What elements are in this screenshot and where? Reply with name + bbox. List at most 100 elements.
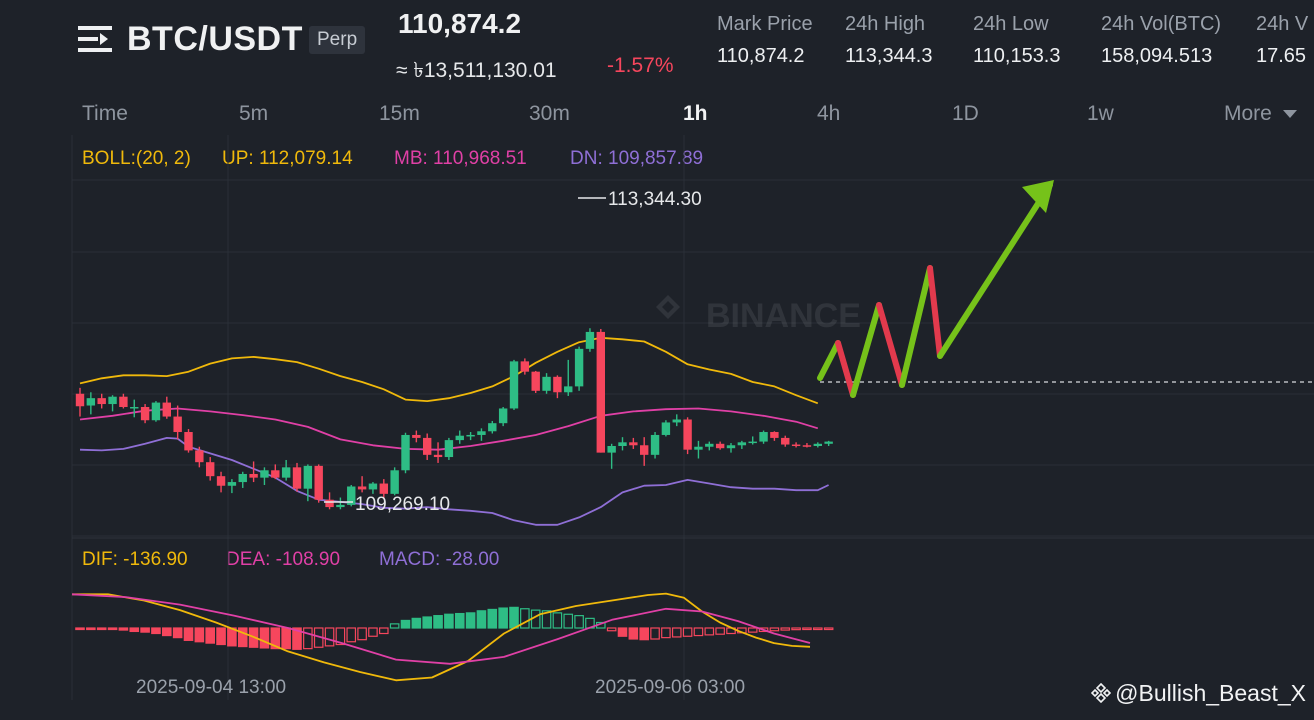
candle-body — [564, 386, 573, 393]
macd-histogram-bar — [118, 627, 129, 631]
macd-histogram-bar — [129, 627, 140, 633]
x-axis-label: 2025-09-06 03:00 — [595, 677, 745, 698]
boll-middle-line — [79, 407, 819, 451]
macd-histogram-bar — [368, 627, 378, 637]
macd-histogram-bar — [769, 627, 780, 632]
macd-histogram-bar — [628, 627, 639, 640]
candle-body — [303, 465, 313, 489]
candle-body — [542, 376, 551, 391]
pair-symbol[interactable]: BTC/USDT — [127, 20, 303, 58]
binance-logo-icon — [1091, 683, 1112, 703]
tab-1h[interactable]: 1h — [683, 102, 708, 125]
macd-histogram-bar — [172, 627, 183, 639]
candle-body — [444, 440, 454, 458]
candle-body — [726, 445, 736, 449]
menu-icon[interactable] — [78, 24, 112, 54]
tab-1d[interactable]: 1D — [952, 102, 979, 125]
vol-usdt-24h-value: 17.65 — [1256, 45, 1307, 67]
tab-time[interactable]: Time — [82, 102, 128, 125]
macd-histogram-bar — [541, 610, 552, 629]
candle-body — [162, 402, 171, 417]
macd-histogram-bar — [823, 627, 834, 631]
macd-histogram-bar — [661, 627, 671, 639]
tab-4h[interactable]: 4h — [817, 102, 841, 125]
macd-histogram-bar — [151, 627, 161, 635]
contract-type-badge: Perp — [309, 26, 366, 54]
candle-body — [108, 396, 117, 405]
candle-body — [130, 406, 139, 409]
high-24h-label: 24h High — [845, 13, 926, 35]
candle-body — [216, 476, 226, 486]
macd-histogram-bar — [335, 627, 346, 646]
macd-histogram-bar — [476, 610, 487, 629]
candle-body — [325, 499, 334, 508]
candle-body — [607, 446, 616, 453]
macd-histogram-bar — [812, 627, 823, 631]
candle-body — [488, 423, 497, 432]
price-change-percent: -1.57% — [607, 54, 674, 77]
candle-body — [227, 482, 237, 486]
macd-dea-line — [71, 593, 811, 665]
candle-body — [650, 434, 660, 455]
candle-body — [618, 442, 627, 446]
tab-more[interactable]: More — [1224, 102, 1272, 125]
candle-body — [390, 470, 399, 494]
macd-histogram-bar — [498, 607, 508, 629]
macd-histogram-bar — [194, 627, 205, 643]
candle-body — [770, 432, 779, 438]
macd-histogram-bar — [682, 627, 693, 637]
candle-body — [585, 331, 595, 349]
projection-segment — [876, 302, 905, 388]
candle-body — [423, 437, 432, 455]
macd-histogram-bar — [96, 627, 107, 631]
candle-body — [498, 408, 508, 424]
candle-body — [791, 444, 801, 447]
fiat-price: ≈ ৳13,511,130.01 — [396, 59, 557, 82]
candle-body — [195, 450, 204, 463]
candle-body — [737, 442, 747, 446]
macd-histogram-bar — [281, 627, 291, 650]
tab-15m[interactable]: 15m — [379, 102, 420, 125]
candle-body — [184, 432, 193, 451]
credit-text: @Bullish_Beast_X — [1115, 680, 1306, 706]
candle-body — [173, 416, 182, 433]
macd-histogram-bar — [704, 627, 715, 636]
candle-body — [629, 442, 638, 446]
candle-body — [260, 470, 269, 478]
macd-histogram-bar — [520, 608, 530, 629]
macd-dif-value: DIF: -136.90 — [82, 549, 188, 570]
candle-body — [553, 376, 562, 393]
tab-1w[interactable]: 1w — [1087, 102, 1114, 125]
candle-body — [336, 504, 345, 508]
projection-segment — [817, 340, 841, 381]
macd-histogram-bar — [802, 627, 812, 631]
candle-body — [509, 361, 519, 409]
candle-body — [401, 434, 410, 471]
macd-dif-line — [72, 592, 811, 682]
macd-histogram-bar — [606, 627, 617, 632]
candle-body — [292, 467, 302, 489]
candle-body — [151, 402, 161, 421]
boll-dn-value: DN: 109,857.89 — [570, 148, 704, 169]
candle-body — [477, 431, 486, 435]
macd-histogram-bar — [140, 627, 150, 633]
candle-body — [433, 454, 443, 458]
macd-histogram-bar — [303, 627, 313, 650]
candle-body — [119, 396, 128, 407]
macd-histogram-bar — [617, 627, 628, 637]
macd-histogram-bar — [650, 627, 660, 640]
candle-body — [314, 465, 323, 500]
tab-30m[interactable]: 30m — [529, 102, 570, 125]
candle-body — [574, 348, 584, 387]
macd-histogram-bar — [389, 623, 400, 629]
chevron-down-icon[interactable] — [1283, 110, 1297, 118]
projection-segment — [899, 265, 933, 388]
macd-histogram-bar — [259, 627, 270, 649]
macd-histogram-bar — [693, 627, 704, 637]
mark-price-label: Mark Price — [717, 13, 813, 35]
tab-5m[interactable]: 5m — [239, 102, 269, 125]
macd-histogram-bar — [454, 612, 465, 629]
macd-histogram-bar — [487, 608, 498, 629]
candle-body — [531, 371, 540, 391]
